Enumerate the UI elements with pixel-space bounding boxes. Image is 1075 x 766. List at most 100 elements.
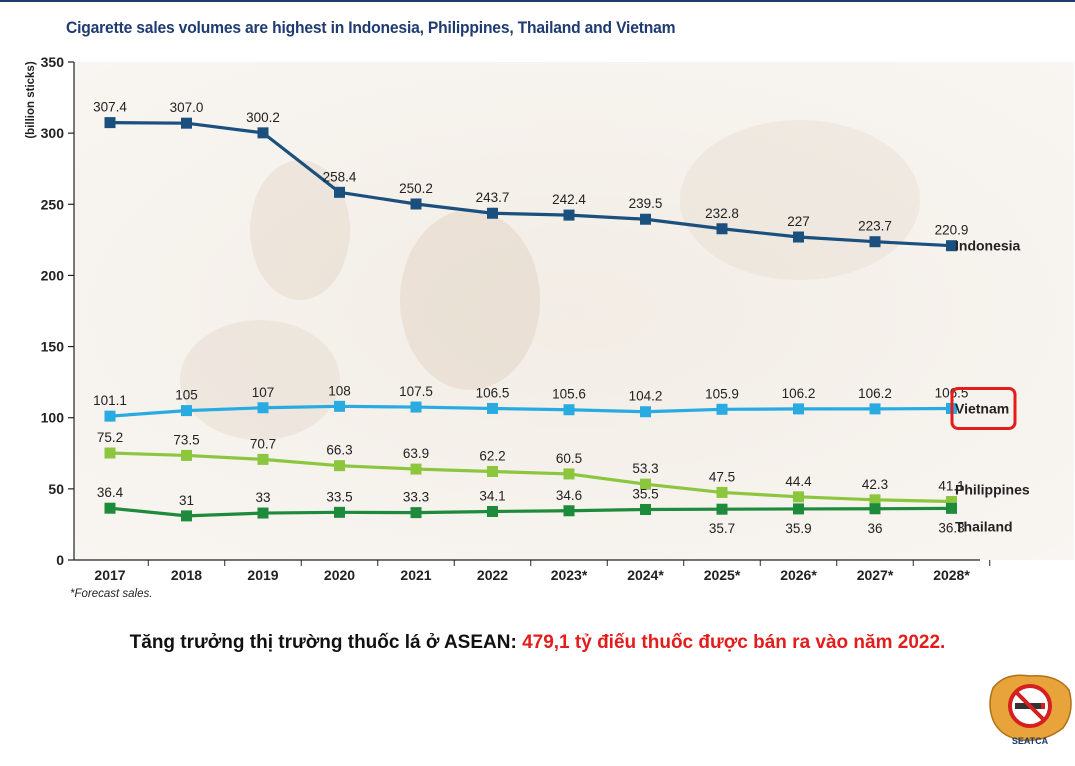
data-label-vietnam: 107 xyxy=(252,385,275,400)
x-tick-label: 2019 xyxy=(247,567,278,583)
data-label-philippines: 70.7 xyxy=(250,436,276,451)
data-label-vietnam: 106.2 xyxy=(782,386,816,401)
data-label-indonesia: 258.4 xyxy=(323,169,357,184)
y-tick-label: 100 xyxy=(41,410,65,426)
series-line-indonesia xyxy=(109,121,952,248)
data-label-indonesia: 242.4 xyxy=(552,192,586,207)
data-label-philippines: 44.4 xyxy=(785,474,812,489)
data-label-indonesia: 220.9 xyxy=(935,223,969,238)
seatca-logo: SEATCA xyxy=(989,674,1072,746)
caption-highlight: 479,1 tỷ điếu thuốc được bán ra vào năm … xyxy=(522,632,946,653)
data-point-vietnam xyxy=(869,403,881,415)
data-point-indonesia xyxy=(563,209,575,221)
x-tick-label: 2022 xyxy=(477,567,508,583)
data-label-vietnam: 106.2 xyxy=(858,386,892,401)
highlight-box xyxy=(950,386,1017,430)
caption: Tăng trưởng thị trường thuốc lá ở ASEAN:… xyxy=(0,632,1075,654)
data-point-indonesia xyxy=(181,117,192,129)
caption-lead: Tăng trưởng thị trường thuốc lá ở ASEAN: xyxy=(129,632,523,653)
x-tick-label: 2027* xyxy=(857,567,894,583)
data-point-philippines xyxy=(640,478,651,490)
no-smoking-hand-icon xyxy=(1008,684,1052,728)
data-point-vietnam xyxy=(487,402,498,414)
data-point-philippines xyxy=(869,494,881,506)
data-label-thailand: 33 xyxy=(255,490,270,505)
y-tick-label: 150 xyxy=(41,339,65,355)
data-label-thailand: 33.5 xyxy=(326,489,352,504)
x-tick-label: 2018 xyxy=(171,567,202,583)
plot-background xyxy=(74,62,1074,560)
data-label-philippines: 60.5 xyxy=(556,451,582,466)
data-label-philippines: 47.5 xyxy=(709,469,735,484)
data-point-indonesia xyxy=(104,117,116,129)
data-label-thailand: 31 xyxy=(179,493,194,508)
data-label-thailand: 35.7 xyxy=(709,521,735,536)
data-label-vietnam: 104.2 xyxy=(629,389,663,404)
y-tick-label: 350 xyxy=(41,54,65,70)
data-point-indonesia xyxy=(716,223,728,235)
series-line-thailand xyxy=(109,506,952,518)
data-label-philippines: 63.9 xyxy=(403,446,429,461)
data-point-indonesia xyxy=(946,240,957,252)
data-label-indonesia: 250.2 xyxy=(399,181,433,196)
data-label-philippines: 62.2 xyxy=(479,448,505,463)
data-label-thailand: 36.3 xyxy=(938,520,964,535)
series-name-philippines: Philippines xyxy=(955,482,1030,498)
data-point-philippines xyxy=(793,491,804,503)
data-point-vietnam xyxy=(410,401,422,413)
data-label-philippines: 66.3 xyxy=(326,443,352,458)
y-tick-label: 200 xyxy=(41,267,65,283)
data-label-indonesia: 300.2 xyxy=(246,110,280,125)
footnote: *Forecast sales. xyxy=(70,588,153,600)
data-label-philippines: 42.3 xyxy=(862,477,888,492)
chart-title: Cigarette sales volumes are highest in I… xyxy=(66,18,676,37)
data-point-indonesia xyxy=(410,198,422,210)
data-point-indonesia xyxy=(257,127,269,139)
data-label-indonesia: 307.0 xyxy=(170,100,204,115)
data-label-indonesia: 223.7 xyxy=(858,219,892,234)
data-point-thailand xyxy=(640,503,651,515)
data-point-thailand xyxy=(869,503,881,515)
data-point-thailand xyxy=(716,503,728,515)
data-label-thailand: 34.6 xyxy=(556,488,582,503)
data-point-philippines xyxy=(946,496,957,508)
data-point-vietnam xyxy=(104,410,116,422)
x-tick-label: 2024* xyxy=(627,567,664,583)
data-label-vietnam: 106.5 xyxy=(476,385,510,400)
data-label-vietnam: 101.1 xyxy=(93,393,127,408)
data-point-philippines xyxy=(104,447,116,459)
logo-text: SEATCA xyxy=(1012,736,1049,746)
data-point-thailand xyxy=(410,507,422,519)
data-label-philippines: 53.3 xyxy=(632,461,658,476)
x-tick-label: 2026* xyxy=(780,567,817,583)
data-label-thailand: 35.9 xyxy=(785,521,811,536)
data-point-indonesia xyxy=(869,236,881,248)
x-tick-label: 2021 xyxy=(400,567,431,583)
x-tick-label: 2017 xyxy=(94,567,125,583)
data-label-indonesia: 232.8 xyxy=(705,206,739,221)
data-label-indonesia: 307.4 xyxy=(93,100,127,115)
y-tick-label: 300 xyxy=(41,125,65,141)
data-point-thailand xyxy=(563,505,575,517)
data-point-philippines xyxy=(487,465,498,477)
data-label-vietnam: 107.5 xyxy=(399,384,433,399)
y-tick-label: 250 xyxy=(41,196,65,212)
data-point-philippines xyxy=(410,463,422,475)
series-name-indonesia: Indonesia xyxy=(955,238,1021,254)
y-axis-label: (billion sticks) xyxy=(25,61,37,138)
data-point-thailand xyxy=(257,507,269,519)
x-tick-label: 2028* xyxy=(933,567,970,583)
data-label-indonesia: 227 xyxy=(787,214,810,229)
data-point-indonesia xyxy=(334,186,345,198)
data-point-indonesia xyxy=(640,213,651,225)
data-label-thailand: 35.5 xyxy=(632,486,658,501)
data-label-philippines: 41.1 xyxy=(938,479,964,494)
data-label-thailand: 36 xyxy=(867,521,882,536)
y-tick-label: 50 xyxy=(48,481,64,497)
data-point-thailand xyxy=(946,502,957,514)
data-point-indonesia xyxy=(487,207,498,219)
line-chart: 0 50 100 150 200 250 300 350 (billion sticks) 201… xyxy=(25,54,1074,583)
data-label-vietnam: 105.9 xyxy=(705,386,739,401)
data-point-thailand xyxy=(793,503,804,515)
series-line-vietnam xyxy=(109,404,952,418)
